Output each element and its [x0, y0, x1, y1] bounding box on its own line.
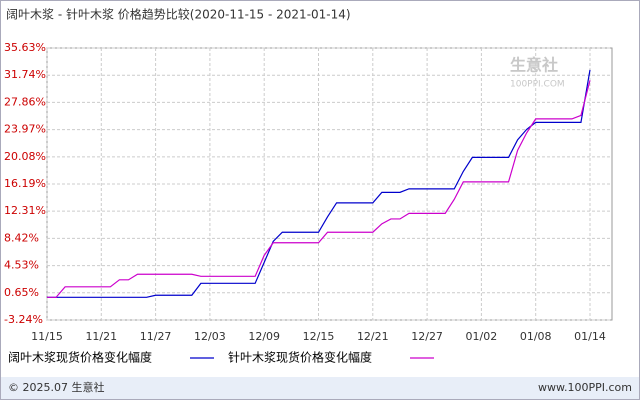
y-tick-label: 27.86% — [4, 95, 46, 108]
watermark-name: 生意社 — [510, 56, 558, 75]
y-tick-label: 12.31% — [4, 204, 46, 217]
x-tick-label: 12/21 — [357, 330, 389, 343]
series-line — [47, 69, 591, 298]
legend-label: 阔叶木浆现货价格变化幅度 — [8, 350, 152, 365]
x-tick-label: 11/21 — [85, 330, 117, 343]
series-line — [47, 80, 591, 298]
x-tick-label: 12/03 — [194, 330, 226, 343]
x-tick-label: 11/27 — [140, 330, 172, 343]
x-tick-label: 01/08 — [520, 330, 552, 343]
footer-band — [1, 377, 639, 399]
x-tick-label: 01/02 — [466, 330, 498, 343]
x-tick-label: 11/15 — [31, 330, 63, 343]
legend-label: 针叶木浆现货价格变化幅度 — [228, 350, 372, 365]
y-tick-label: 8.42% — [4, 231, 39, 244]
y-tick-label: 31.74% — [4, 68, 46, 81]
x-tick-label: 12/15 — [303, 330, 335, 343]
chart-title: 阔叶木浆 - 针叶木浆 价格趋势比较(2020-11-15 - 2021-01-… — [6, 7, 351, 22]
y-tick-label: 35.63% — [4, 41, 46, 54]
y-tick-label: 23.97% — [4, 123, 46, 136]
watermark-site: 100PPI.COM — [510, 80, 565, 90]
y-tick-label: 4.53% — [4, 259, 39, 272]
y-tick-label: 0.65% — [4, 286, 39, 299]
x-tick-label: 12/09 — [248, 330, 280, 343]
footer-copyright: © 2025.07 生意社 — [8, 380, 104, 394]
x-tick-label: 01/14 — [574, 330, 606, 343]
y-tick-label: -3.24% — [4, 313, 43, 326]
y-tick-label: 20.08% — [4, 150, 46, 163]
y-tick-label: 16.19% — [4, 177, 46, 190]
x-tick-label: 12/27 — [411, 330, 443, 343]
footer-site: www.100PPI.com — [538, 381, 632, 394]
